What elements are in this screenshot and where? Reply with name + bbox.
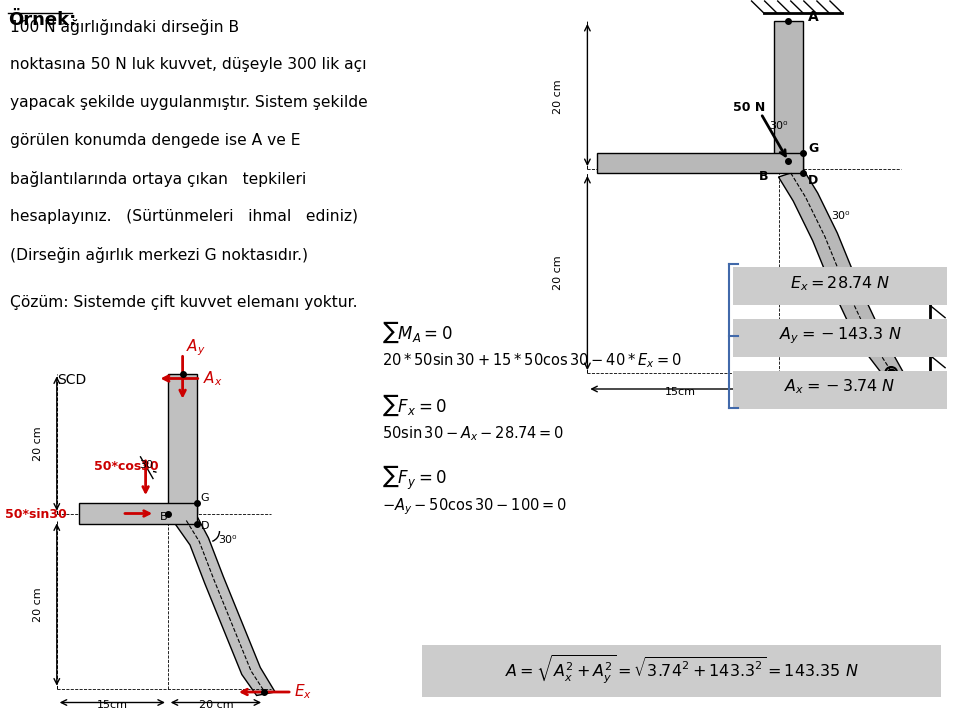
Text: 20 cm: 20 cm bbox=[553, 80, 563, 114]
Text: A: A bbox=[808, 10, 819, 24]
Text: 30⁰: 30⁰ bbox=[830, 211, 850, 221]
Text: 30: 30 bbox=[139, 461, 153, 471]
FancyBboxPatch shape bbox=[732, 267, 947, 306]
Text: $\sum F_x = 0$: $\sum F_x = 0$ bbox=[382, 392, 447, 417]
Text: 50*sin30: 50*sin30 bbox=[5, 508, 67, 521]
Text: hesaplayınız.   (Sürtünmeleri   ihmal   ediniz): hesaplayınız. (Sürtünmeleri ihmal ediniz… bbox=[10, 209, 358, 224]
Text: bağlantılarında ortaya çıkan   tepkileri: bağlantılarında ortaya çıkan tepkileri bbox=[10, 171, 306, 187]
FancyBboxPatch shape bbox=[732, 370, 947, 409]
Text: $50\sin 30-A_x-28.74=0$: $50\sin 30-A_x-28.74=0$ bbox=[382, 424, 564, 443]
Text: D: D bbox=[808, 174, 818, 188]
Text: $\sum M_A = 0$: $\sum M_A = 0$ bbox=[382, 319, 453, 345]
Text: Çözüm: Sistemde çift kuvvet elemanı yoktur.: Çözüm: Sistemde çift kuvvet elemanı yokt… bbox=[10, 295, 357, 310]
Text: G: G bbox=[201, 493, 209, 503]
Text: $-A_y-50\cos 30-100=0$: $-A_y-50\cos 30-100=0$ bbox=[382, 496, 567, 517]
Polygon shape bbox=[168, 373, 198, 513]
Text: yapacak şekilde uygulanmıştır. Sistem şekilde: yapacak şekilde uygulanmıştır. Sistem şe… bbox=[10, 95, 368, 110]
FancyBboxPatch shape bbox=[732, 319, 947, 358]
Text: $E_x=28.74\ N$: $E_x=28.74\ N$ bbox=[790, 274, 890, 293]
Text: 30⁰: 30⁰ bbox=[769, 122, 787, 132]
Text: 30⁰: 30⁰ bbox=[219, 535, 237, 545]
Text: B: B bbox=[159, 511, 167, 521]
Polygon shape bbox=[597, 153, 803, 173]
Text: G: G bbox=[808, 142, 818, 156]
Polygon shape bbox=[176, 517, 276, 695]
Text: E: E bbox=[901, 371, 909, 384]
Text: $\sum F_y = 0$: $\sum F_y = 0$ bbox=[382, 464, 447, 492]
Polygon shape bbox=[79, 503, 198, 524]
Polygon shape bbox=[779, 169, 906, 377]
Text: $A_y$: $A_y$ bbox=[185, 338, 205, 358]
Text: 15cm: 15cm bbox=[665, 387, 696, 397]
Text: SCD: SCD bbox=[57, 373, 86, 387]
Text: $A=\sqrt{A_x^2+A_y^2}=\sqrt{3.74^2+143.3^2}=143.35\ N$: $A=\sqrt{A_x^2+A_y^2}=\sqrt{3.74^2+143.3… bbox=[505, 654, 858, 686]
Text: $A_x$: $A_x$ bbox=[203, 369, 222, 387]
Text: 20 cm: 20 cm bbox=[34, 426, 43, 461]
Text: 20 cm: 20 cm bbox=[815, 387, 850, 397]
FancyBboxPatch shape bbox=[422, 645, 941, 697]
Text: 20 cm: 20 cm bbox=[34, 587, 43, 622]
Text: 20 cm: 20 cm bbox=[553, 256, 563, 290]
Text: $20*50\sin 30+15*50\cos 30-40*E_x=0$: $20*50\sin 30+15*50\cos 30-40*E_x=0$ bbox=[382, 351, 682, 370]
Text: (Dirseğin ağırlık merkezi G noktasıdır.): (Dirseğin ağırlık merkezi G noktasıdır.) bbox=[10, 247, 308, 263]
Text: 50 N: 50 N bbox=[732, 102, 765, 114]
Text: Örnek:: Örnek: bbox=[8, 11, 76, 29]
Text: 50*cos30: 50*cos30 bbox=[93, 459, 158, 473]
Text: $E_x$: $E_x$ bbox=[294, 683, 312, 701]
Text: 15cm: 15cm bbox=[97, 700, 128, 710]
Text: $A_y=-143.3\ N$: $A_y=-143.3\ N$ bbox=[779, 325, 901, 346]
Text: 20 cm: 20 cm bbox=[199, 700, 233, 710]
Text: görülen konumda dengede ise A ve E: görülen konumda dengede ise A ve E bbox=[10, 133, 300, 148]
Text: 100 N ağırlığındaki dirseğin B: 100 N ağırlığındaki dirseğin B bbox=[10, 19, 239, 35]
Text: $A_x=-3.74\ N$: $A_x=-3.74\ N$ bbox=[784, 378, 896, 397]
Text: D: D bbox=[201, 521, 209, 531]
Text: B: B bbox=[759, 171, 768, 183]
Polygon shape bbox=[774, 21, 803, 169]
Text: noktasına 50 N luk kuvvet, düşeyle 300 lik açı: noktasına 50 N luk kuvvet, düşeyle 300 l… bbox=[10, 57, 367, 72]
